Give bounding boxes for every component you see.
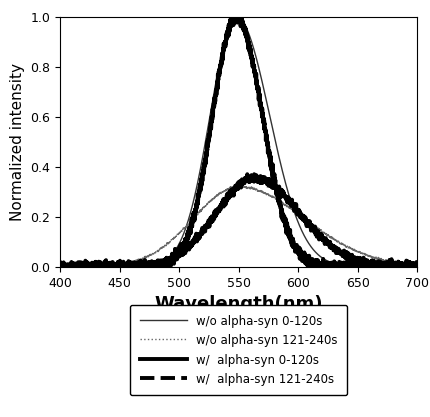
Legend: w/o alpha-syn 0-120s, w/o alpha-syn 121-240s, w/  alpha-syn 0-120s, w/  alpha-sy: w/o alpha-syn 0-120s, w/o alpha-syn 121-… [130, 305, 347, 395]
X-axis label: Wavelength(nm): Wavelength(nm) [154, 295, 323, 313]
Y-axis label: Normalized intensity: Normalized intensity [10, 63, 25, 221]
